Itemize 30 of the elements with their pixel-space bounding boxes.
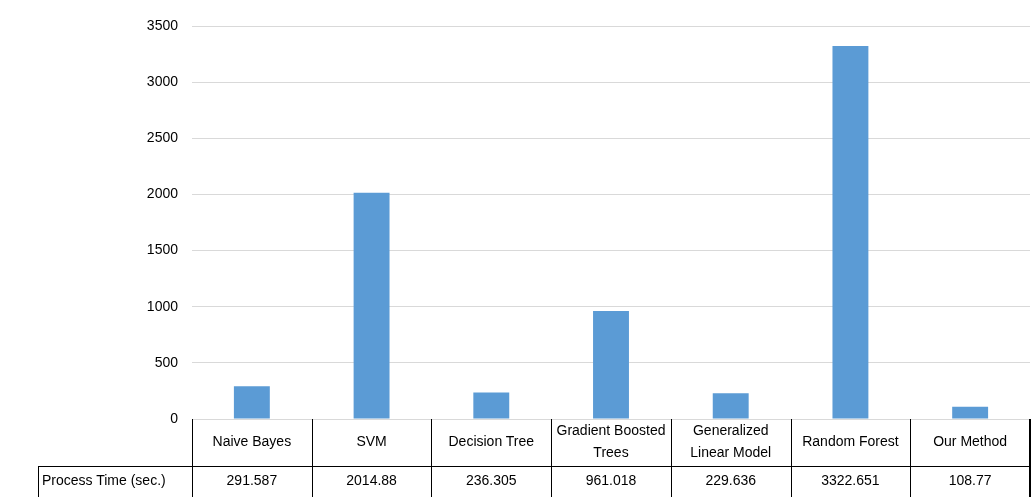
bar (473, 392, 510, 419)
y-tick-label: 2000 (146, 185, 179, 202)
x-tick-label: SVM (356, 433, 387, 450)
bar (952, 406, 989, 419)
y-tick-label: 1500 (146, 241, 179, 258)
bar (832, 45, 869, 419)
y-tick-label: 1000 (146, 297, 179, 314)
y-tick-label: 3500 (146, 16, 179, 33)
x-tick-label: Naive Bayes (212, 433, 292, 450)
data-label: 3322.651 (821, 472, 880, 489)
data-label: 236.305 (465, 472, 517, 489)
y-tick-label: 0 (170, 409, 179, 426)
y-tick-label: 2500 (146, 129, 179, 146)
data-label: 108.77 (948, 472, 992, 489)
x-tick-label: Random Forest (802, 433, 899, 450)
bar (712, 393, 749, 419)
data-label: 961.018 (585, 472, 637, 489)
x-tick-label: Gradient Boosted Trees (556, 422, 666, 461)
x-tick-label: Our Method (933, 433, 1008, 450)
data-label: 291.587 (226, 472, 278, 489)
data-label: 229.636 (705, 472, 757, 489)
y-tick-label: 3000 (146, 73, 179, 89)
data-label: 2014.88 (346, 472, 398, 489)
x-tick-label: Generalized Linear Model (690, 422, 772, 461)
x-tick-label: Decision Tree (448, 433, 535, 450)
bar (593, 311, 629, 419)
bar (353, 192, 390, 419)
text: Process Time (sec.) (42, 472, 166, 489)
bar (233, 386, 270, 419)
y-tick-label: 500 (154, 353, 179, 370)
